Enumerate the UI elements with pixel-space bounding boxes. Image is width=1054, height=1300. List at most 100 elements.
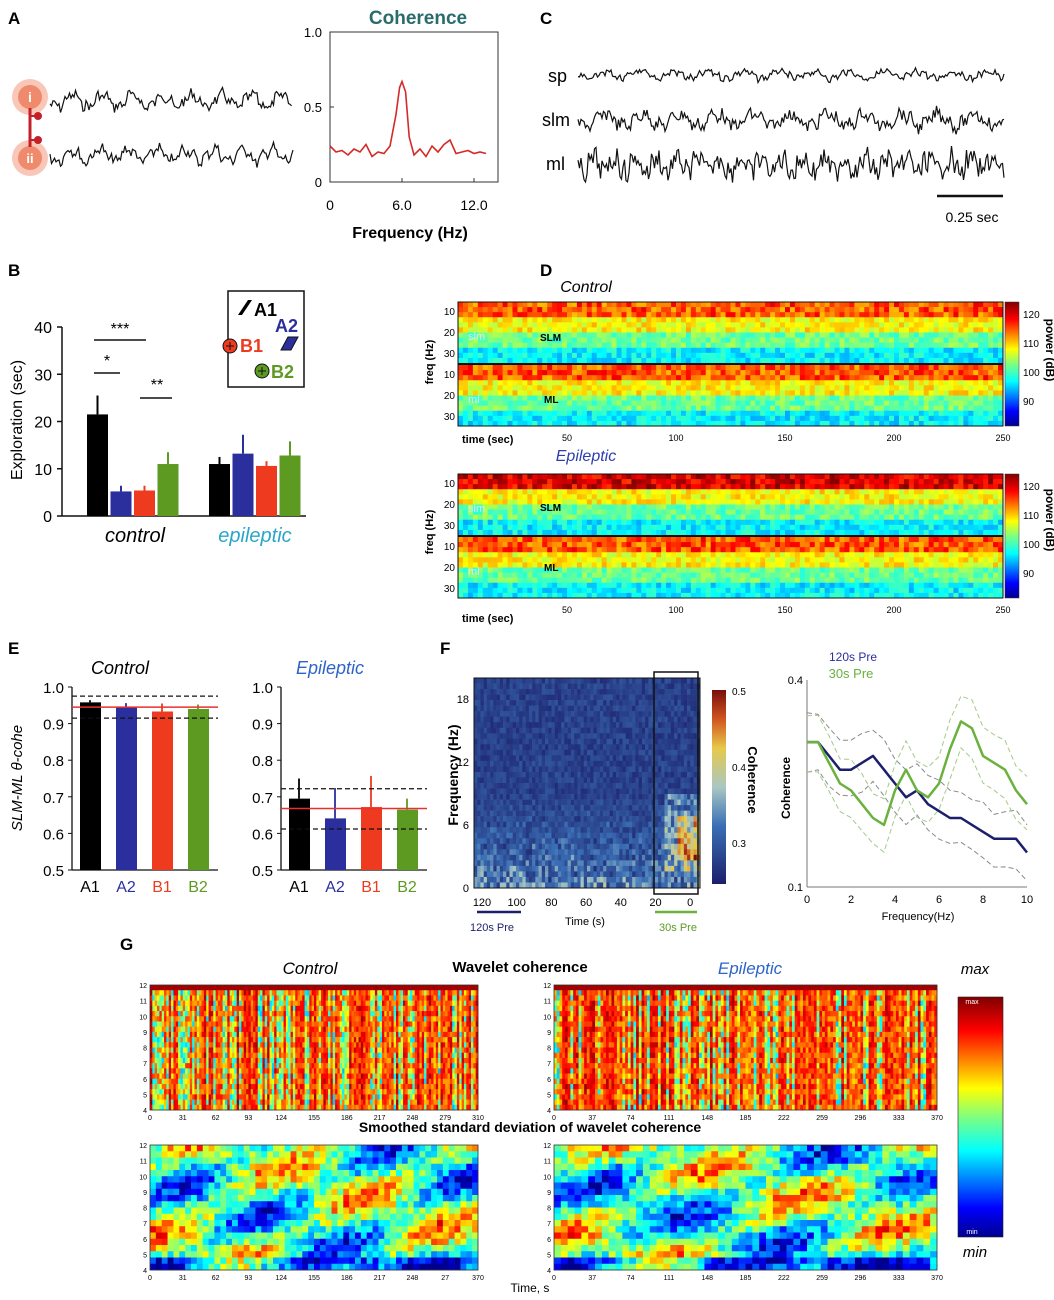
spectrogram-cell bbox=[656, 395, 662, 401]
spectrogram-cell bbox=[497, 410, 503, 417]
spectrogram-cell bbox=[780, 529, 786, 536]
spectrogram-cell bbox=[542, 370, 548, 376]
spectrogram-cell bbox=[542, 317, 548, 323]
spectrogram-cell bbox=[507, 489, 513, 495]
spectrogram-cell bbox=[874, 357, 880, 364]
spectrogram-cell bbox=[998, 489, 1004, 495]
spectrogram-cell bbox=[482, 415, 489, 422]
spectrogram-cell bbox=[978, 524, 984, 531]
spectrogram-cell bbox=[557, 557, 563, 563]
spectrogram-cell bbox=[492, 484, 499, 490]
spectrogram-cell bbox=[953, 519, 959, 526]
spectrogram-cell bbox=[928, 327, 935, 333]
spectrogram-cell bbox=[928, 562, 935, 568]
spectrogram-cell bbox=[596, 552, 603, 558]
spectrogram-cell bbox=[700, 312, 707, 318]
spectrogram-cell bbox=[567, 357, 573, 364]
spectrogram-cell bbox=[512, 332, 518, 338]
spectrogram-cell bbox=[725, 509, 731, 516]
spectrogram-cell bbox=[651, 562, 657, 568]
spectrogram-cell bbox=[953, 572, 959, 579]
spectrogram-cell bbox=[715, 317, 721, 323]
spectrogram-cell bbox=[616, 519, 622, 526]
spectrogram-cell bbox=[775, 312, 781, 318]
spectrogram-cell bbox=[611, 547, 617, 553]
spectrogram-cell bbox=[775, 474, 781, 480]
spectrogram-cell bbox=[993, 529, 999, 536]
spectrogram-cell bbox=[552, 524, 558, 531]
spectrogram-cell bbox=[567, 479, 573, 485]
spectrogram-cell bbox=[844, 567, 850, 573]
spectrogram-cell bbox=[760, 577, 766, 584]
spectrogram-cell bbox=[765, 524, 771, 531]
spectrogram-cell bbox=[497, 509, 503, 516]
spectrogram-cell bbox=[948, 494, 954, 500]
spectrogram-cell bbox=[908, 567, 915, 573]
spectrogram-cell bbox=[611, 484, 617, 490]
spectrogram-cell bbox=[725, 410, 731, 417]
spectrogram-cell bbox=[695, 509, 702, 516]
spectrogram-cell bbox=[522, 524, 528, 531]
spectrogram-cell bbox=[547, 390, 553, 396]
spectrogram-cell bbox=[611, 557, 617, 563]
spectrogram-cell bbox=[770, 514, 776, 521]
spectrogram-cell bbox=[710, 562, 717, 568]
spectrogram-cell bbox=[824, 332, 830, 338]
spectrogram-cell bbox=[532, 557, 538, 563]
spectrogram-cell bbox=[596, 357, 603, 364]
spectrogram-cell bbox=[586, 317, 593, 323]
spectrogram-cell bbox=[760, 567, 766, 573]
spectrogram-cell bbox=[983, 395, 989, 401]
spectrogram-cell bbox=[785, 370, 791, 376]
spectrogram-cell bbox=[596, 322, 603, 328]
spectrogram-cell bbox=[740, 365, 746, 371]
spectrogram-cell bbox=[765, 499, 771, 505]
spectrogram-cell bbox=[576, 357, 583, 364]
spectrogram-cell bbox=[472, 415, 479, 422]
spectrogram-cell bbox=[854, 390, 860, 396]
spectrogram-cell bbox=[765, 494, 771, 500]
spectrogram-cell bbox=[799, 529, 806, 536]
spectrogram-cell bbox=[522, 537, 528, 543]
spectrogram-cell bbox=[621, 307, 627, 313]
spectrogram-cell bbox=[497, 494, 503, 500]
spectrogram-cell bbox=[715, 494, 721, 500]
spectrogram-cell bbox=[958, 537, 964, 543]
spectrogram-cell bbox=[517, 479, 523, 485]
spectrogram-cell bbox=[651, 547, 657, 553]
spectrogram-cell bbox=[636, 420, 642, 427]
spectrogram-cell bbox=[819, 385, 826, 391]
spectrogram-cell bbox=[730, 420, 736, 427]
spectrogram-cell bbox=[527, 332, 533, 338]
spectrogram-cell bbox=[898, 420, 905, 427]
spectrogram-cell bbox=[953, 322, 959, 328]
spectrogram-cell bbox=[507, 415, 513, 422]
spectrogram-cell bbox=[998, 484, 1004, 490]
spectrogram-cell bbox=[512, 390, 518, 396]
spectrogram-cell bbox=[492, 529, 499, 536]
spectrogram-cell bbox=[472, 519, 479, 526]
spectrogram-cell bbox=[889, 327, 895, 333]
spectrogram-cell bbox=[735, 547, 741, 553]
spectrogram-cell bbox=[983, 307, 989, 313]
spectrogram-cell bbox=[705, 327, 712, 333]
spectrogram-cell bbox=[864, 557, 870, 563]
spectrogram-cell bbox=[963, 557, 969, 563]
spectrogram-cell bbox=[928, 484, 935, 490]
spectrogram-cell bbox=[661, 347, 667, 354]
spectrogram-cell bbox=[502, 547, 508, 553]
spectrogram-cell bbox=[968, 420, 974, 427]
spectrogram-cell bbox=[834, 499, 840, 505]
spectrogram-cell bbox=[527, 380, 533, 386]
spectrogram-cell bbox=[849, 390, 855, 396]
spectrogram-cell bbox=[804, 357, 811, 364]
spectrogram-cell bbox=[631, 567, 637, 573]
spectrogram-cell bbox=[849, 337, 855, 344]
spectrogram-cell bbox=[903, 474, 910, 480]
spectrogram-cell bbox=[487, 365, 494, 371]
spectrogram-cell bbox=[552, 504, 558, 510]
spectrogram-cell bbox=[522, 420, 528, 427]
spectrogram-cell bbox=[502, 380, 508, 386]
spectrogram-cell bbox=[745, 562, 751, 568]
spectrogram-cell bbox=[621, 524, 627, 531]
